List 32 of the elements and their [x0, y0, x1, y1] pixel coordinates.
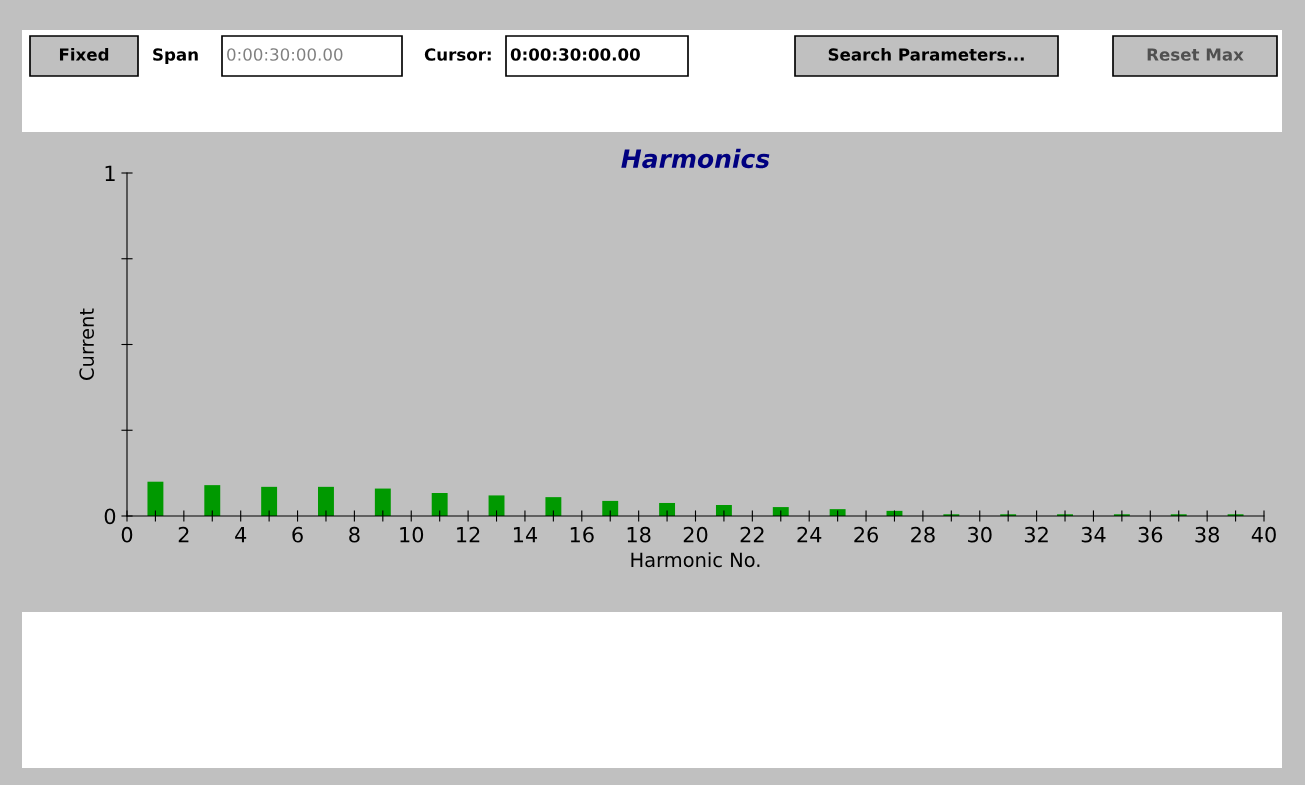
x-tick-label: 36: [1138, 526, 1163, 543]
text: Reset Max: [1147, 48, 1244, 61]
x-tick-label: 32: [1024, 526, 1048, 543]
text: 0:00:30:00.00: [510, 48, 640, 61]
y-tick-label: 1: [105, 165, 115, 181]
x-tick-label: 22: [740, 526, 764, 543]
x-tick-label: 28: [911, 526, 935, 543]
x-tick-label: 38: [1195, 526, 1219, 543]
x-tick-label: 4: [235, 527, 247, 543]
y-axis-title: Current: [79, 308, 95, 380]
x-tick-label: 2: [178, 526, 189, 543]
text: Fixed: [59, 47, 109, 61]
chart-title: Harmonics: [621, 148, 770, 169]
x-tick-label: 8: [349, 526, 360, 543]
x-tick-label: 40: [1251, 526, 1276, 543]
text: Cursor:: [424, 48, 491, 61]
x-tick-label: 0: [121, 526, 133, 543]
x-tick-label: 26: [854, 526, 878, 543]
x-tick-label: 30: [968, 526, 992, 543]
x-tick-label: 6: [292, 526, 303, 543]
x-tick-label: 16: [570, 526, 594, 543]
x-tick-label: 12: [457, 526, 480, 543]
x-tick-label: 10: [400, 526, 424, 543]
x-tick-label: 20: [683, 526, 708, 543]
x-tick-label: 34: [1081, 526, 1106, 543]
text: Span: [153, 48, 198, 65]
x-tick-label: 14: [513, 527, 538, 543]
text: Search Parameters...: [828, 47, 1024, 61]
x-tick-label: 24: [797, 526, 822, 543]
text: 0:00:30:00.00: [227, 48, 343, 61]
x-tick-label: 18: [627, 526, 651, 543]
x-axis-title: Harmonic No.: [631, 552, 760, 568]
